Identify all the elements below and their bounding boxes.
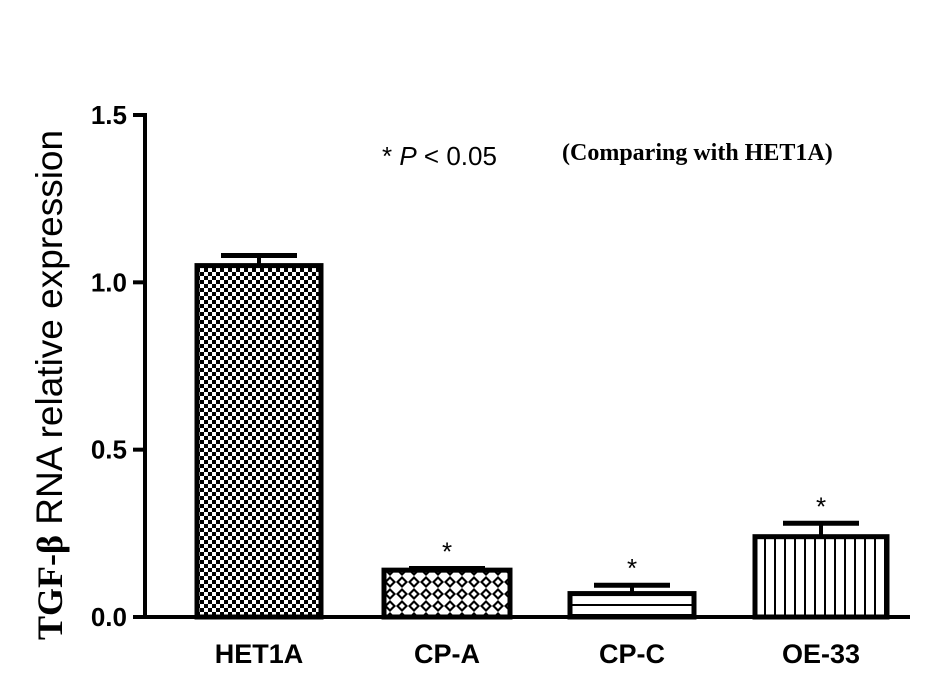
significance-star: * xyxy=(816,491,826,521)
significance-note-p: P xyxy=(399,141,417,171)
bars: * * * xyxy=(194,253,890,620)
y-axis-title-rest: RNA relative expression xyxy=(29,130,70,535)
y-axis-title-gene: TGF-β xyxy=(30,535,70,640)
bar xyxy=(752,534,890,620)
comparison-note: (Comparing with HET1A) xyxy=(562,140,833,166)
significance-note: * P < 0.05 xyxy=(382,141,497,171)
x-category-label: HET1A xyxy=(215,639,304,669)
bar-group-oe-33: * xyxy=(752,491,890,620)
significance-note-threshold: < 0.05 xyxy=(417,141,497,171)
significance-star: * xyxy=(627,553,637,583)
bar-group-het1a xyxy=(194,253,324,620)
significance-star: * xyxy=(442,536,452,566)
bar-group-cp-a: * xyxy=(381,536,513,620)
bar xyxy=(381,567,513,620)
y-tick-label: 1.0 xyxy=(91,267,127,297)
x-axis-labels: HET1A CP-A CP-C OE-33 xyxy=(215,639,860,669)
y-tick-label: 0.5 xyxy=(91,435,127,465)
x-category-label: OE-33 xyxy=(782,639,860,669)
y-axis-title: TGF-β RNA relative expression xyxy=(29,130,70,640)
x-category-label: CP-A xyxy=(414,639,480,669)
bar xyxy=(567,591,697,620)
y-axis-ticks: 0.0 0.5 1.0 1.5 xyxy=(91,100,145,632)
y-tick-label: 1.5 xyxy=(91,100,127,130)
significance-note-star: * xyxy=(382,141,399,171)
bar xyxy=(194,263,324,620)
x-category-label: CP-C xyxy=(599,639,665,669)
bar-group-cp-c: * xyxy=(567,553,697,620)
y-tick-label: 0.0 xyxy=(91,602,127,632)
